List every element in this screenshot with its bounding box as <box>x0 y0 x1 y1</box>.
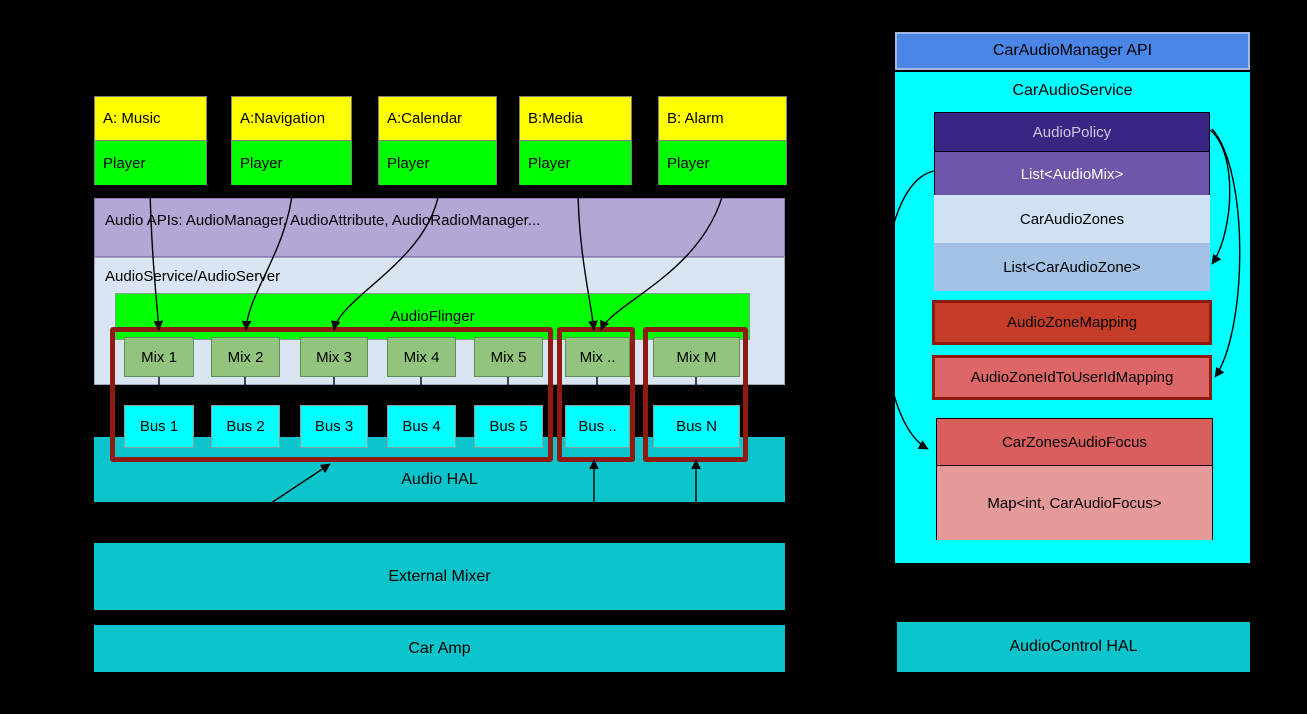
bus-box: Bus 5 <box>474 405 543 448</box>
car-audio-manager-api-box: CarAudioManager API <box>895 32 1250 70</box>
bus-box: Bus 1 <box>124 405 194 448</box>
zone-outline-primary <box>110 327 553 462</box>
mix-box: Mix .. <box>565 337 630 377</box>
zone-outline-ellipsis <box>557 327 635 462</box>
audio-zone-mapping-box: AudioZoneMapping <box>932 300 1212 345</box>
car-audio-service-panel: CarAudioService AudioPolicy List<AudioMi… <box>895 72 1250 563</box>
app-player-label: Player <box>95 141 206 185</box>
mix-box: Mix 3 <box>300 337 368 377</box>
bus-box: Bus 4 <box>387 405 456 448</box>
app-player-label: Player <box>520 141 631 185</box>
app-box-alarm: B: Alarm Player <box>658 96 787 185</box>
mix-box: Mix 2 <box>211 337 280 377</box>
app-player-label: Player <box>232 141 351 185</box>
bus-box: Bus N <box>653 405 740 448</box>
app-title-label: B:Media <box>520 97 631 141</box>
audio-policy-box: AudioPolicy <box>935 113 1209 151</box>
map-int-car-audio-focus-box: Map<int, CarAudioFocus> <box>937 465 1212 540</box>
zone-outline-n <box>643 327 748 462</box>
mix-box: Mix 5 <box>474 337 543 377</box>
app-box-navigation: A:Navigation Player <box>231 96 352 185</box>
audio-control-hal-box: AudioControl HAL <box>897 622 1250 672</box>
mix-box: Mix 1 <box>124 337 194 377</box>
audio-zone-id-to-user-id-mapping-box: AudioZoneIdToUserIdMapping <box>932 355 1212 400</box>
app-title-label: A: Music <box>95 97 206 141</box>
app-title-label: B: Alarm <box>659 97 786 141</box>
app-box-music: A: Music Player <box>94 96 207 185</box>
app-title-label: A:Navigation <box>232 97 351 141</box>
bus-box: Bus .. <box>565 405 630 448</box>
car-audio-zones-box: CarAudioZones <box>934 195 1210 243</box>
car-zones-audio-focus-group: CarZonesAudioFocus Map<int, CarAudioFocu… <box>936 418 1213 540</box>
external-mixer-box: External Mixer <box>94 543 785 610</box>
app-player-label: Player <box>659 141 786 185</box>
app-player-label: Player <box>379 141 496 185</box>
audio-apis-box: Audio APIs: AudioManager, AudioAttribute… <box>94 198 785 257</box>
car-audio-zones-group: CarAudioZones List<CarAudioZone> <box>934 195 1210 291</box>
audio-policy-group: AudioPolicy List<AudioMix> <box>934 112 1210 196</box>
app-box-calendar: A:Calendar Player <box>378 96 497 185</box>
list-car-audio-zone-box: List<CarAudioZone> <box>934 243 1210 291</box>
app-title-label: A:Calendar <box>379 97 496 141</box>
car-amp-box: Car Amp <box>94 625 785 672</box>
mix-box: Mix M <box>653 337 740 377</box>
mix-box: Mix 4 <box>387 337 456 377</box>
car-zones-audio-focus-box: CarZonesAudioFocus <box>937 419 1212 465</box>
app-box-media: B:Media Player <box>519 96 632 185</box>
bus-box: Bus 3 <box>300 405 368 448</box>
car-audio-service-title: CarAudioService <box>1012 82 1133 99</box>
bus-box: Bus 2 <box>211 405 280 448</box>
list-audio-mix-box: List<AudioMix> <box>935 151 1209 196</box>
